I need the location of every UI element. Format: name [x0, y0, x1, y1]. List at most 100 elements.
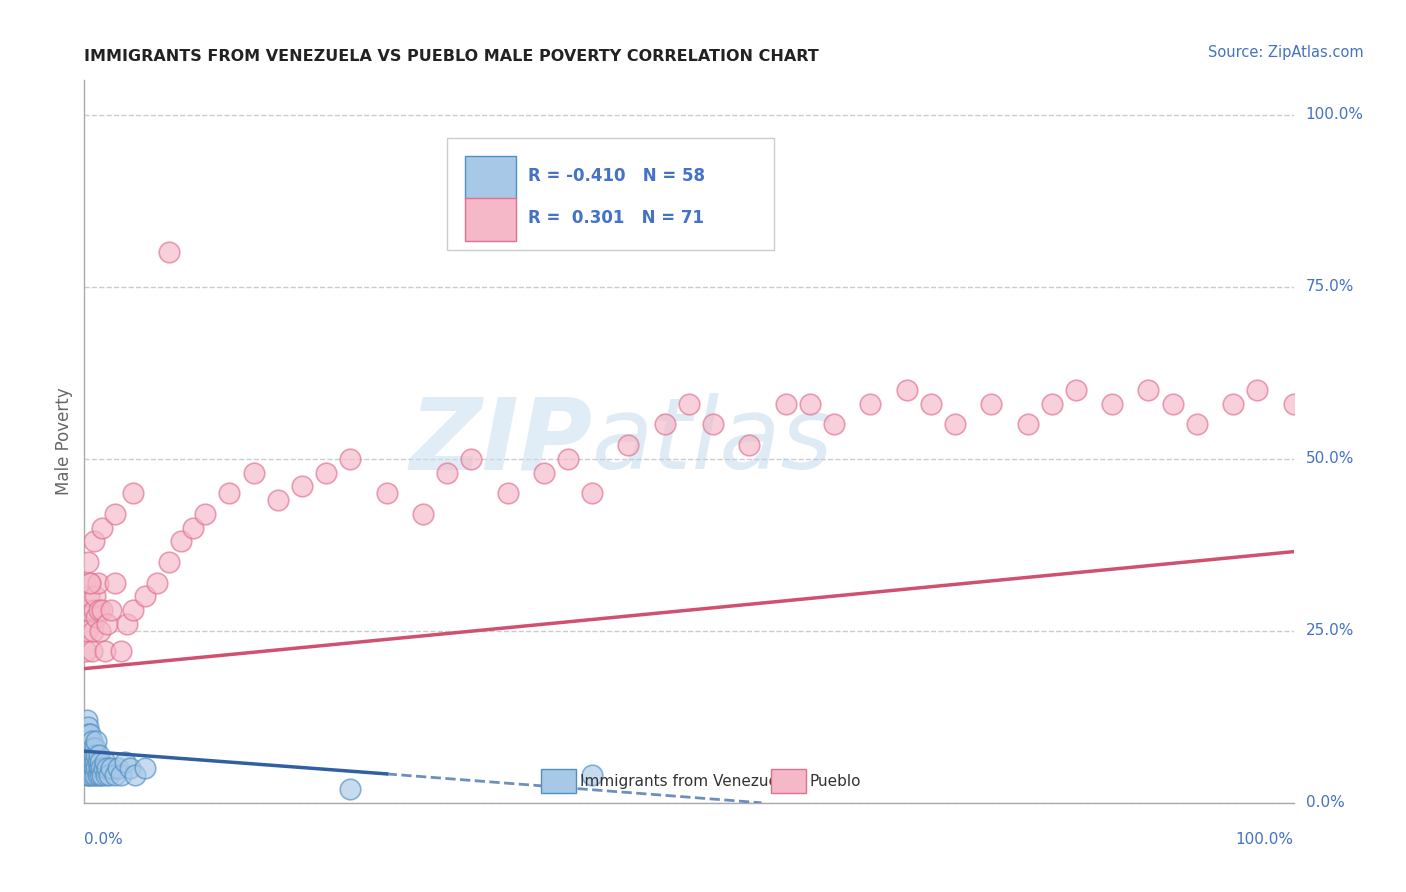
Point [76, 740, 98, 755]
Point [96, 616, 118, 631]
Point [86, 575, 108, 590]
Point [1017, 417, 1039, 432]
Point [157, 555, 180, 569]
Point [76, 727, 98, 741]
Point [76, 624, 98, 638]
Point [1040, 397, 1063, 411]
Point [77, 768, 100, 782]
FancyBboxPatch shape [770, 769, 806, 793]
Point [1185, 417, 1208, 432]
Point [339, 451, 361, 466]
Point [412, 507, 434, 521]
Point [170, 534, 193, 549]
Text: atlas: atlas [592, 393, 834, 490]
Point [75, 734, 97, 748]
Point [80, 761, 103, 775]
Point [375, 486, 398, 500]
FancyBboxPatch shape [447, 138, 773, 250]
Point [134, 761, 156, 775]
Point [104, 507, 127, 521]
Text: Immigrants from Venezuela: Immigrants from Venezuela [581, 773, 792, 789]
Point [79, 575, 101, 590]
Point [104, 575, 127, 590]
Text: 0.0%: 0.0% [84, 831, 124, 847]
Point [1222, 397, 1244, 411]
Text: 0.0%: 0.0% [1306, 796, 1344, 810]
Point [86, 761, 108, 775]
Point [1161, 397, 1184, 411]
Point [146, 575, 169, 590]
Point [77, 720, 100, 734]
Point [77, 590, 100, 604]
Point [91, 520, 114, 534]
Point [100, 603, 122, 617]
Point [436, 466, 458, 480]
Text: R =  0.301   N = 71: R = 0.301 N = 71 [529, 209, 704, 227]
Point [107, 761, 129, 775]
Point [79, 755, 101, 769]
Point [194, 507, 217, 521]
Point [75, 747, 97, 762]
FancyBboxPatch shape [465, 156, 516, 199]
Point [678, 397, 700, 411]
Point [291, 479, 314, 493]
Point [460, 451, 482, 466]
Point [1064, 383, 1087, 397]
Point [80, 734, 103, 748]
Point [86, 755, 108, 769]
Point [157, 245, 180, 260]
Point [114, 755, 136, 769]
Point [980, 397, 1002, 411]
Point [77, 734, 100, 748]
Point [86, 610, 108, 624]
Y-axis label: Male Poverty: Male Poverty [55, 388, 73, 495]
Point [738, 438, 761, 452]
Point [76, 755, 98, 769]
Text: R = -0.410   N = 58: R = -0.410 N = 58 [529, 167, 706, 185]
Point [104, 768, 127, 782]
Point [91, 768, 114, 782]
Point [557, 451, 579, 466]
Point [94, 768, 117, 782]
Point [79, 727, 101, 741]
Point [533, 466, 555, 480]
Point [121, 486, 143, 500]
Point [920, 397, 942, 411]
Point [83, 603, 105, 617]
Point [339, 782, 361, 797]
Point [82, 755, 104, 769]
Point [82, 624, 104, 638]
FancyBboxPatch shape [465, 198, 516, 241]
Point [87, 603, 110, 617]
Point [94, 755, 117, 769]
Text: ZIP: ZIP [409, 393, 592, 490]
Point [94, 644, 117, 658]
Point [121, 603, 143, 617]
Point [124, 768, 146, 782]
Point [315, 466, 337, 480]
Text: 100.0%: 100.0% [1236, 831, 1294, 847]
Point [83, 534, 105, 549]
Point [82, 740, 104, 755]
Point [75, 761, 97, 775]
Text: Source: ZipAtlas.com: Source: ZipAtlas.com [1208, 45, 1364, 60]
Point [134, 590, 156, 604]
Text: 75.0%: 75.0% [1306, 279, 1354, 294]
Text: 25.0%: 25.0% [1306, 624, 1354, 639]
Point [77, 740, 100, 755]
Point [82, 768, 104, 782]
Point [496, 486, 519, 500]
Point [89, 755, 111, 769]
Point [91, 603, 114, 617]
Point [83, 747, 105, 762]
Point [100, 761, 122, 775]
Point [77, 747, 100, 762]
Point [77, 755, 100, 769]
Point [84, 755, 107, 769]
Point [76, 713, 98, 727]
Point [87, 761, 110, 775]
Point [86, 747, 108, 762]
Point [96, 761, 118, 775]
Point [83, 761, 105, 775]
Point [77, 747, 100, 762]
